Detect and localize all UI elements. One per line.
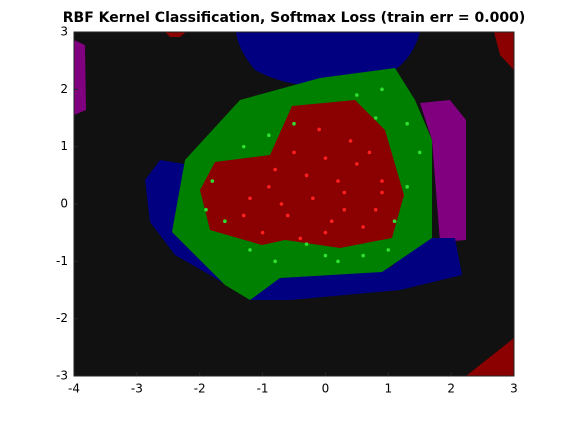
- data-point: [417, 150, 422, 155]
- data-point: [380, 87, 384, 92]
- data-point: [323, 230, 328, 235]
- data-point: [279, 202, 284, 206]
- y-tick-label: 2: [60, 82, 68, 96]
- data-point: [304, 173, 309, 178]
- x-tick-label: -2: [194, 382, 206, 396]
- y-tick-label: -1: [56, 254, 68, 268]
- data-point: [241, 213, 246, 218]
- x-tick-label: 2: [447, 382, 455, 396]
- data-point: [329, 219, 334, 223]
- data-point: [273, 259, 277, 264]
- region-red: [466, 338, 514, 376]
- data-point: [380, 190, 384, 195]
- data-point: [248, 248, 252, 252]
- data-point: [373, 116, 378, 120]
- data-point: [204, 207, 208, 212]
- x-tick-label: -4: [68, 382, 80, 396]
- region-purple: [420, 100, 466, 242]
- data-point: [336, 259, 340, 264]
- data-point: [285, 213, 290, 218]
- data-point: [342, 207, 347, 212]
- data-point: [336, 179, 340, 183]
- data-point: [260, 230, 265, 235]
- region-red: [494, 32, 514, 70]
- data-point: [304, 242, 309, 246]
- x-tick-label: 3: [510, 382, 518, 396]
- data-point: [210, 179, 215, 183]
- data-point: [342, 190, 347, 195]
- y-tick-label: 1: [60, 139, 68, 153]
- data-point: [292, 150, 296, 155]
- x-tick-label: 0: [322, 382, 330, 396]
- data-point: [373, 207, 378, 212]
- x-tick-label: 1: [384, 382, 392, 396]
- data-point: [405, 185, 409, 189]
- y-tick-label: -3: [56, 369, 68, 383]
- region-purple: [74, 40, 86, 115]
- y-tick-label: 3: [60, 25, 68, 39]
- y-tick-label: 0: [60, 197, 68, 211]
- data-point: [267, 185, 271, 189]
- y-tick-label: -2: [56, 311, 68, 325]
- data-point: [323, 156, 328, 160]
- region-red: [200, 100, 404, 248]
- data-point: [248, 196, 252, 201]
- chart-title: RBF Kernel Classification, Softmax Loss …: [63, 10, 525, 26]
- data-point: [267, 133, 271, 137]
- x-tick-label: -3: [131, 382, 143, 396]
- data-point: [392, 219, 397, 223]
- data-point: [361, 253, 365, 258]
- x-tick-label: -1: [257, 382, 269, 396]
- data-point: [348, 139, 353, 143]
- data-point: [292, 121, 296, 126]
- data-point: [223, 219, 227, 223]
- data-point: [355, 162, 359, 166]
- data-point: [311, 196, 315, 201]
- decision-regions: [74, 32, 514, 376]
- data-point: [355, 93, 359, 97]
- data-point: [273, 167, 277, 172]
- data-point: [386, 248, 391, 252]
- data-point: [317, 127, 321, 132]
- region-red: [165, 32, 186, 37]
- data-point: [380, 179, 384, 183]
- data-point: [298, 236, 303, 241]
- data-point: [323, 253, 328, 258]
- data-point: [361, 225, 365, 229]
- data-point: [241, 144, 246, 149]
- data-point: [367, 150, 372, 155]
- data-point: [405, 121, 409, 126]
